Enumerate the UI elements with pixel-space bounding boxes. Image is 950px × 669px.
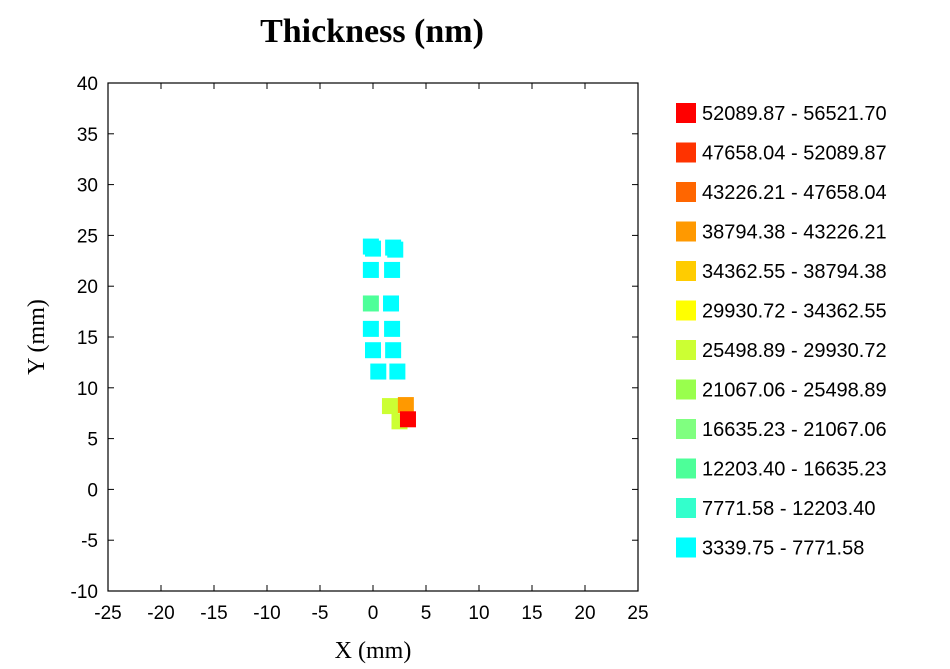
legend-swatch	[676, 103, 696, 123]
data-point	[362, 295, 379, 312]
legend-label: 47658.04 - 52089.87	[702, 143, 887, 165]
legend-swatch	[676, 379, 696, 400]
legend-swatch	[676, 142, 696, 163]
x-tick-label: -5	[312, 603, 329, 624]
legend-label: 38794.38 - 43226.21	[702, 222, 887, 244]
chart-title: Thickness (nm)	[260, 13, 484, 50]
data-point	[383, 295, 400, 312]
legend-swatch	[676, 261, 696, 281]
y-tick-label: 20	[77, 277, 98, 298]
y-tick-label: 0	[87, 480, 98, 501]
legend-label: 43226.21 - 47658.04	[702, 182, 887, 204]
x-tick-label: 20	[574, 603, 595, 624]
legend-swatch	[676, 300, 696, 321]
y-tick-label: 5	[87, 430, 98, 451]
legend-swatch	[676, 537, 696, 558]
x-tick-label: 25	[627, 603, 648, 624]
x-tick-label: -10	[253, 603, 280, 624]
data-point	[397, 397, 414, 414]
data-point	[365, 240, 381, 257]
y-tick-label: -10	[71, 582, 98, 603]
legend-label: 25498.89 - 29930.72	[702, 340, 887, 362]
legend: 52089.87 - 56521.70 47658.04 - 52089.87 43…	[676, 103, 887, 560]
x-tick-label: 10	[468, 603, 489, 624]
x-axis-label: X (mm)	[335, 638, 412, 664]
axis-ticks: -25 -20 -15 -10 -5 0 5 10 15 20 25 -10 -5 0 5 10 15 20 25 3…	[71, 74, 649, 624]
legend-label: 52089.87 - 56521.70	[702, 103, 887, 125]
data-point	[399, 411, 416, 428]
legend-swatch	[676, 458, 696, 479]
y-tick-label: 10	[77, 379, 98, 400]
data-point	[389, 363, 406, 380]
data-point	[362, 320, 379, 337]
legend-swatch	[676, 340, 696, 360]
y-tick-label: 40	[77, 74, 98, 95]
data-point	[370, 363, 387, 380]
data-point	[385, 342, 402, 359]
x-tick-label: 5	[421, 603, 432, 624]
data-point	[384, 261, 401, 278]
x-tick-label: -15	[200, 603, 227, 624]
data-points	[362, 238, 416, 430]
x-tick-label: -20	[147, 603, 174, 624]
legend-label: 3339.75 - 7771.58	[702, 538, 864, 560]
legend-label: 29930.72 - 34362.55	[702, 301, 887, 323]
legend-label: 16635.23 - 21067.06	[702, 419, 887, 441]
legend-label: 21067.06 - 25498.89	[702, 380, 887, 402]
data-point	[365, 342, 381, 359]
data-point	[387, 241, 404, 258]
data-point	[362, 261, 379, 278]
x-tick-label: 0	[368, 603, 379, 624]
y-axis-label: Y (mm)	[24, 299, 50, 375]
y-tick-label: 30	[77, 176, 98, 197]
x-tick-label: 15	[521, 603, 542, 624]
legend-label: 34362.55 - 38794.38	[702, 261, 887, 283]
legend-swatch	[676, 182, 696, 202]
y-tick-label: 15	[77, 328, 98, 349]
legend-swatch	[676, 498, 696, 518]
y-tick-label: -5	[81, 531, 98, 552]
legend-label: 12203.40 - 16635.23	[702, 459, 887, 481]
data-point	[384, 320, 401, 337]
x-tick-label: -25	[94, 603, 121, 624]
y-tick-label: 35	[77, 125, 98, 146]
legend-swatch	[676, 221, 696, 242]
plot-frame	[107, 82, 639, 592]
data-point	[381, 398, 398, 415]
legend-swatch	[676, 419, 696, 439]
legend-label: 7771.58 - 12203.40	[702, 498, 876, 520]
y-tick-label: 25	[77, 226, 98, 247]
